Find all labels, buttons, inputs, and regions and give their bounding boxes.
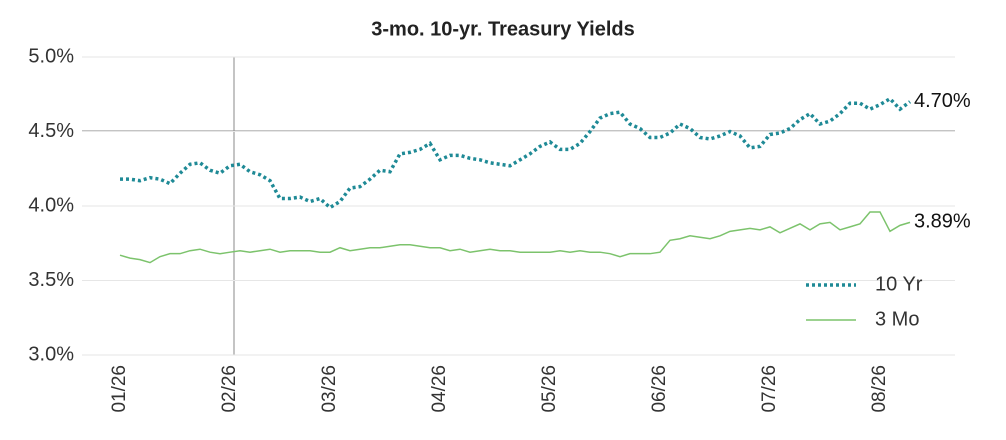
x-tick-label: 03/26 <box>319 365 340 413</box>
end-label: 4.70% <box>914 90 971 112</box>
y-tick-label: 4.0% <box>28 194 74 216</box>
line-series <box>119 211 911 264</box>
legend-label: 3 Mo <box>875 308 919 330</box>
y-tick-label: 4.5% <box>28 120 74 142</box>
x-tick-label: 07/26 <box>759 365 780 413</box>
line-series <box>120 96 912 210</box>
y-tick-label: 5.0% <box>28 45 74 67</box>
end-label: 3.89% <box>914 211 971 233</box>
legend-label: 10 Yr <box>875 273 923 295</box>
x-tick-label: 08/26 <box>869 365 890 413</box>
x-tick-label: 02/26 <box>219 365 240 413</box>
y-tick-label: 3.0% <box>28 343 74 365</box>
x-tick-label: 06/26 <box>649 365 670 413</box>
x-tick-label: 01/26 <box>109 365 130 413</box>
chart-title: 3-mo. 10-yr. Treasury Yields <box>371 18 634 40</box>
x-tick-label: 05/26 <box>539 365 560 413</box>
x-tick-label: 04/26 <box>429 365 450 413</box>
y-tick-label: 3.5% <box>28 269 74 291</box>
